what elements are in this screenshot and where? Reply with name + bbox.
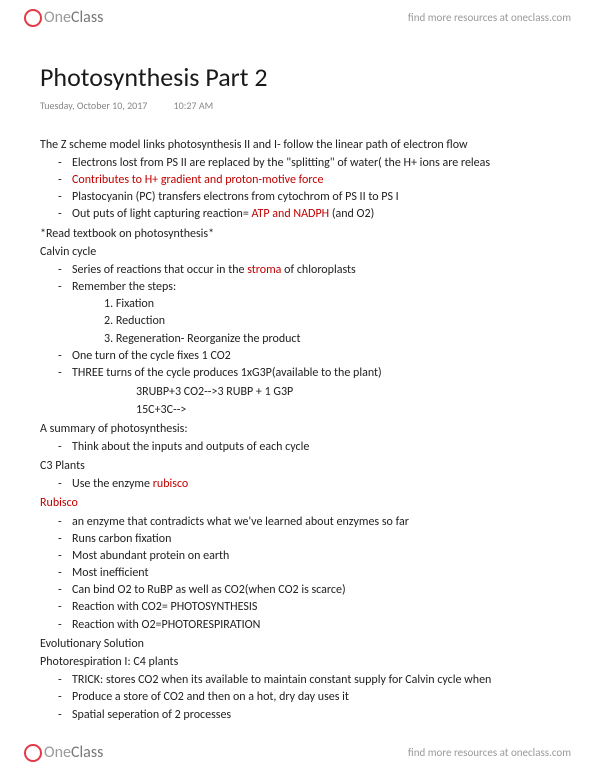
list-item: 3. Regeneration- Reorganize the product xyxy=(104,331,555,348)
resources-link-bottom[interactable]: find more resources at oneclass.com xyxy=(408,746,571,759)
logo-text-prefix: OneClass xyxy=(44,743,103,762)
list-item: Can bind O2 to RuBP as well as CO2(when … xyxy=(72,582,555,599)
calvin-steps: 1. Fixation 2. Reduction 3. Regeneration… xyxy=(40,296,555,348)
read-note: *Read textbook on photosynthesis* xyxy=(40,226,555,242)
list-item: Use the enzyme rubisco xyxy=(72,476,555,493)
logo-circle-icon xyxy=(24,744,42,762)
calvin-bullets: Series of reactions that occur in the st… xyxy=(40,262,555,296)
brand-logo-footer: OneClass xyxy=(24,743,103,762)
list-item: Contributes to H+ gradient and proton-mo… xyxy=(72,172,555,189)
resources-link-top[interactable]: find more resources at oneclass.com xyxy=(408,11,571,24)
logo-text-prefix: OneClass xyxy=(44,8,103,27)
list-item: Reaction with O2=PHOTORESPIRATION xyxy=(72,617,555,634)
c3-heading: C3 Plants xyxy=(40,458,555,474)
intro-bullets: Electrons lost from PS II are replaced b… xyxy=(40,155,555,224)
list-item: Series of reactions that occur in the st… xyxy=(72,262,555,279)
list-item: THREE turns of the cycle produces 1xG3P(… xyxy=(72,365,555,382)
photoresp-heading: Photorespiration I: C4 plants xyxy=(40,654,555,670)
page-footer: OneClass find more resources at oneclass… xyxy=(0,735,595,770)
list-item: Out puts of light capturing reaction= AT… xyxy=(72,206,555,223)
list-item: Runs carbon fixation xyxy=(72,531,555,548)
list-item: 2. Reduction xyxy=(104,313,555,330)
calvin-heading: Calvin cycle xyxy=(40,244,555,260)
c3-bullets: Use the enzyme rubisco xyxy=(40,476,555,493)
photoresp-bullets: TRICK: stores CO2 when its available to … xyxy=(40,672,555,724)
list-item: Remember the steps: xyxy=(72,279,555,296)
list-item: Electrons lost from PS II are replaced b… xyxy=(72,155,555,172)
rubisco-bullets: an enzyme that contradicts what we've le… xyxy=(40,514,555,634)
document-body: Photosynthesis Part 2 Tuesday, October 1… xyxy=(0,0,595,764)
list-item: TRICK: stores CO2 when its available to … xyxy=(72,672,555,689)
list-item: Most abundant protein on earth xyxy=(72,548,555,565)
calvin-eq1: 3RUBP+3 CO2-->3 RUBP + 1 G3P xyxy=(40,384,555,400)
logo-circle-icon xyxy=(24,9,42,27)
doc-time: 10:27 AM xyxy=(174,99,214,112)
list-item: Plastocyanin (PC) transfers electrons fr… xyxy=(72,189,555,206)
list-item: Produce a store of CO2 and then on a hot… xyxy=(72,689,555,706)
list-item: Spatial seperation of 2 processes xyxy=(72,707,555,724)
list-item: 1. Fixation xyxy=(104,296,555,313)
doc-meta: Tuesday, October 10, 2017 10:27 AM xyxy=(40,99,555,113)
intro-line: The Z scheme model links photosynthesis … xyxy=(40,137,555,153)
summary-bullets: Think about the inputs and outputs of ea… xyxy=(40,439,555,456)
list-item: an enzyme that contradicts what we've le… xyxy=(72,514,555,531)
brand-logo: OneClass xyxy=(24,8,103,27)
doc-date: Tuesday, October 10, 2017 xyxy=(40,99,147,112)
list-item: Think about the inputs and outputs of ea… xyxy=(72,439,555,456)
summary-heading: A summary of photosynthesis: xyxy=(40,421,555,437)
calvin-bullets-2: One turn of the cycle fixes 1 CO2 THREE … xyxy=(40,348,555,382)
calvin-eq2: 15C+3C--> xyxy=(40,402,555,418)
list-item: One turn of the cycle fixes 1 CO2 xyxy=(72,348,555,365)
page-title: Photosynthesis Part 2 xyxy=(40,60,555,95)
page-header: OneClass find more resources at oneclass… xyxy=(0,0,595,35)
list-item: Most inefficient xyxy=(72,565,555,582)
list-item: Reaction with CO2= PHOTOSYNTHESIS xyxy=(72,599,555,616)
evo-heading: Evolutionary Solution xyxy=(40,636,555,652)
rubisco-heading: Rubisco xyxy=(40,495,555,511)
